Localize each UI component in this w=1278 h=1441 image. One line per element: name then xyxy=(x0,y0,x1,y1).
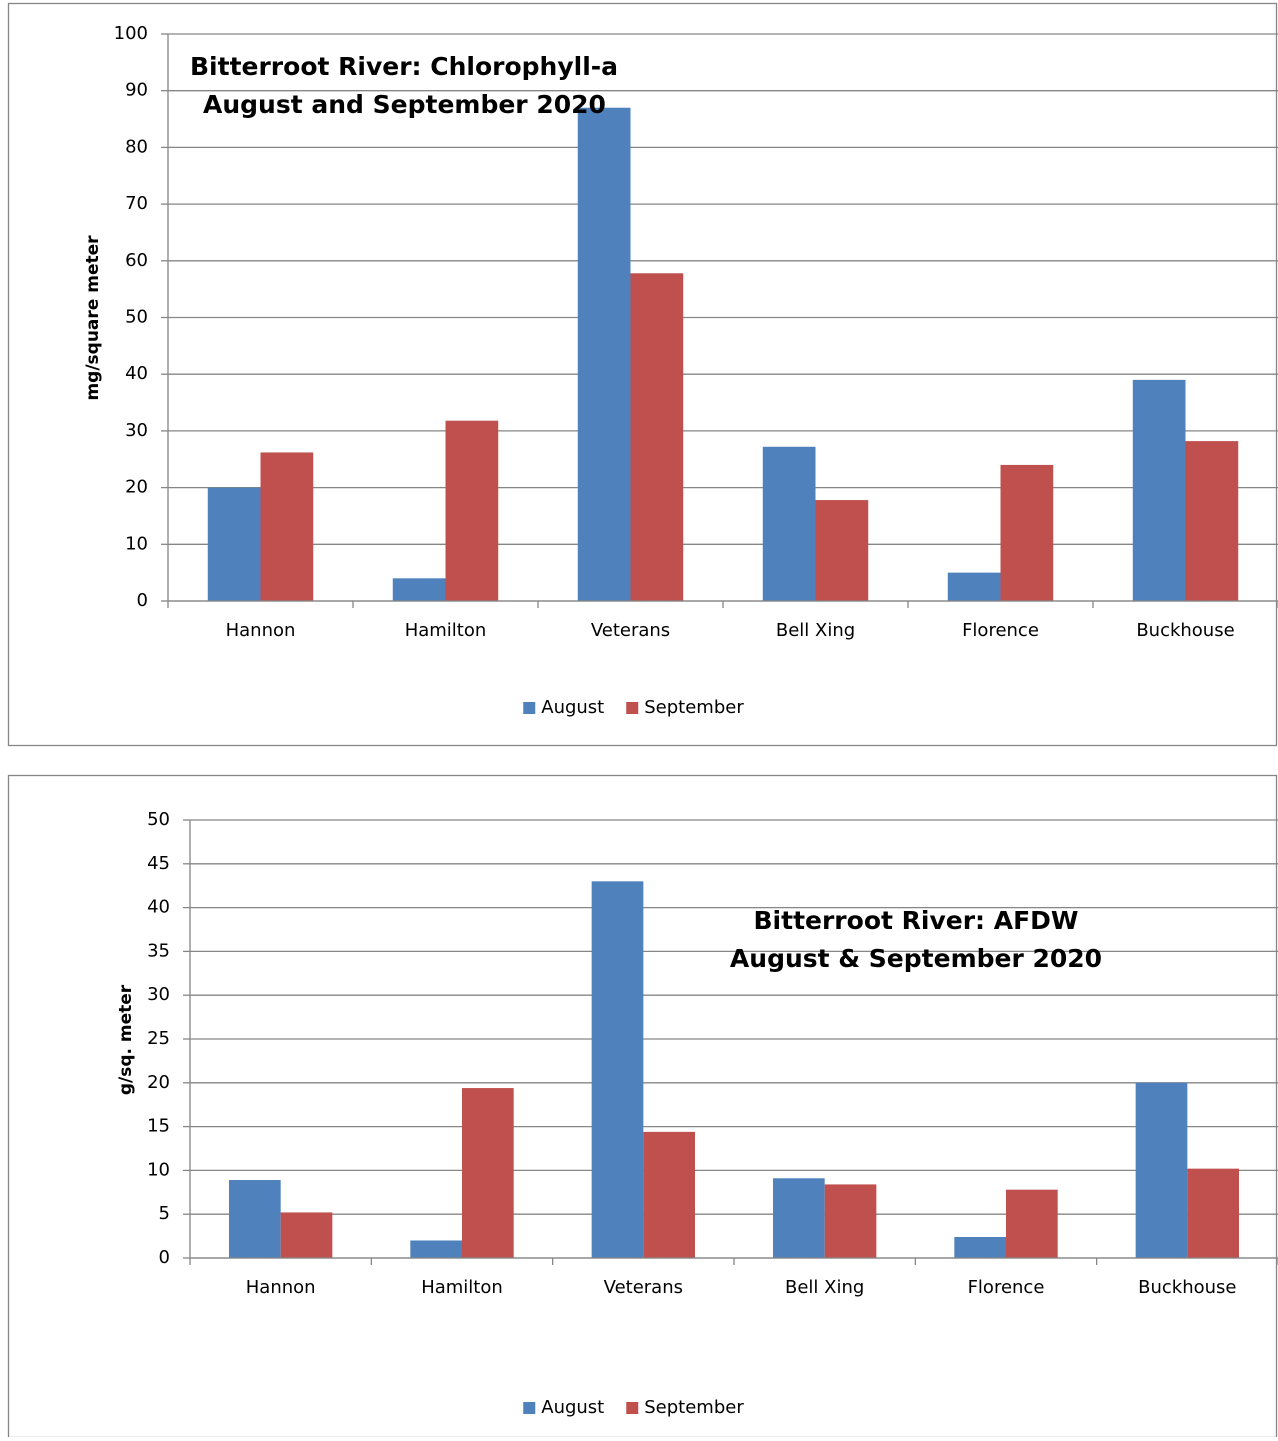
y-tick-label: 50 xyxy=(125,307,148,328)
legend-swatch xyxy=(626,1402,639,1414)
bar xyxy=(824,1184,877,1258)
bar xyxy=(643,1131,696,1258)
y-tick-label: 100 xyxy=(114,23,148,44)
x-tick-label: Veterans xyxy=(604,1277,683,1298)
bar xyxy=(1000,464,1054,601)
bar xyxy=(410,1240,462,1258)
x-tick-label: Hamilton xyxy=(421,1277,503,1298)
legend-label: August xyxy=(541,697,604,718)
bar xyxy=(947,572,1001,601)
legend-label: September xyxy=(644,697,744,718)
y-tick-label: 5 xyxy=(159,1203,170,1224)
y-tick-label: 60 xyxy=(125,250,148,271)
bar xyxy=(591,881,644,1258)
y-tick-label: 35 xyxy=(147,940,170,961)
y-axis-label: mg/square meter xyxy=(83,235,103,401)
y-tick-label: 50 xyxy=(147,809,170,830)
bar xyxy=(392,578,446,601)
bar xyxy=(228,1180,281,1258)
x-tick-label: Bell Xing xyxy=(776,620,855,641)
bar xyxy=(1185,441,1239,601)
y-tick-label: 0 xyxy=(137,590,148,611)
x-tick-label: Hannon xyxy=(226,620,296,641)
bar xyxy=(207,487,261,601)
x-tick-label: Hannon xyxy=(246,1277,316,1298)
y-tick-label: 90 xyxy=(125,80,148,101)
y-tick-label: 25 xyxy=(147,1028,170,1049)
y-axis-label: g/sq. meter xyxy=(116,984,136,1095)
bar xyxy=(462,1088,514,1258)
y-tick-label: 10 xyxy=(125,533,148,554)
x-tick-label: Florence xyxy=(968,1277,1045,1298)
bar xyxy=(630,273,684,601)
x-tick-label: Bell Xing xyxy=(785,1277,864,1298)
y-tick-label: 45 xyxy=(147,853,170,874)
bar xyxy=(260,452,314,601)
bar xyxy=(577,107,631,602)
bar xyxy=(954,1236,1006,1258)
chart-title: Bitterroot River: Chlorophyll-a xyxy=(190,52,618,81)
bar xyxy=(772,1178,825,1258)
y-tick-label: 70 xyxy=(125,193,148,214)
y-tick-label: 0 xyxy=(159,1247,170,1268)
bar xyxy=(1187,1168,1240,1258)
bar xyxy=(1132,379,1186,601)
y-tick-label: 80 xyxy=(125,136,148,157)
y-tick-label: 30 xyxy=(147,984,170,1005)
y-tick-label: 10 xyxy=(147,1159,170,1180)
bar xyxy=(445,420,499,601)
y-tick-label: 40 xyxy=(125,363,148,384)
y-tick-label: 20 xyxy=(125,477,148,498)
y-tick-label: 15 xyxy=(147,1116,170,1137)
x-tick-label: Florence xyxy=(962,620,1039,641)
y-tick-label: 30 xyxy=(125,420,148,441)
legend-swatch xyxy=(626,702,639,714)
x-tick-label: Hamilton xyxy=(405,620,487,641)
chart-title: Bitterroot River: AFDW xyxy=(754,906,1079,935)
legend-label: September xyxy=(644,1397,744,1418)
y-tick-label: 20 xyxy=(147,1072,170,1093)
bar xyxy=(280,1212,333,1258)
bar xyxy=(815,500,869,601)
bar xyxy=(762,446,816,601)
y-tick-label: 40 xyxy=(147,897,170,918)
bar xyxy=(1006,1189,1058,1258)
chart-subtitle: August and September 2020 xyxy=(203,90,606,119)
x-tick-label: Veterans xyxy=(591,620,670,641)
bar xyxy=(1135,1082,1188,1258)
x-tick-label: Buckhouse xyxy=(1138,1277,1236,1298)
legend-label: August xyxy=(541,1397,604,1418)
legend-swatch xyxy=(523,1402,536,1414)
chart-subtitle: August & September 2020 xyxy=(730,944,1102,973)
legend-swatch xyxy=(523,702,536,714)
x-tick-label: Buckhouse xyxy=(1136,620,1234,641)
